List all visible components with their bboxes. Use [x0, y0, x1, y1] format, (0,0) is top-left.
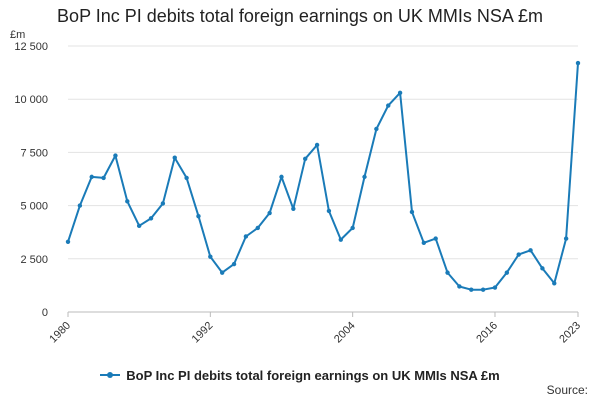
data-point[interactable]	[528, 248, 533, 253]
y-tick-label: 2 500	[20, 254, 48, 266]
axes: 0 2 500 5 000 7 500 10 000 12 500 1980 1992 2004…	[14, 41, 583, 345]
data-point[interactable]	[374, 126, 379, 132]
data-point[interactable]	[267, 210, 272, 216]
data-point[interactable]	[279, 174, 284, 180]
data-point[interactable]	[326, 208, 332, 214]
data-point[interactable]	[172, 155, 177, 160]
data-point[interactable]	[184, 175, 189, 181]
data-point[interactable]	[504, 270, 510, 275]
legend: BoP Inc PI debits total foreign earnings…	[0, 364, 600, 383]
legend-swatch-icon	[100, 372, 121, 378]
y-tick-label: 5 000	[20, 201, 48, 213]
series-layer	[65, 60, 581, 292]
data-point[interactable]	[563, 236, 569, 241]
y-unit-label: £m	[10, 29, 25, 41]
legend-item[interactable]: BoP Inc PI debits total foreign earnings…	[100, 367, 500, 383]
data-point[interactable]	[231, 261, 237, 267]
data-point[interactable]	[386, 103, 391, 108]
data-point[interactable]	[101, 175, 106, 181]
y-tick-label: 7 500	[20, 147, 48, 159]
x-tick-label: 1992	[190, 320, 216, 346]
data-point[interactable]	[433, 236, 438, 241]
data-point[interactable]	[89, 174, 94, 180]
legend-label: BoP Inc PI debits total foreign earnings…	[126, 367, 500, 383]
data-point[interactable]	[409, 209, 415, 215]
data-point[interactable]	[350, 225, 355, 231]
data-point[interactable]	[255, 225, 260, 231]
data-point[interactable]	[469, 287, 474, 292]
data-point[interactable]	[314, 142, 320, 148]
source-label: Source:	[546, 383, 588, 397]
data-point[interactable]	[243, 234, 249, 239]
data-point[interactable]	[397, 90, 403, 96]
data-point[interactable]	[148, 216, 154, 221]
data-point[interactable]	[208, 254, 213, 259]
data-point[interactable]	[552, 281, 557, 286]
data-point[interactable]	[445, 270, 450, 275]
data-point[interactable]	[338, 237, 343, 242]
x-tick-label: 2016	[474, 320, 500, 346]
x-tick-label: 2023	[557, 320, 583, 346]
data-point[interactable]	[516, 252, 521, 257]
data-point[interactable]	[113, 153, 118, 158]
data-point[interactable]	[65, 239, 71, 244]
data-point[interactable]	[196, 214, 201, 219]
chart-title: BoP Inc PI debits total foreign earnings…	[57, 6, 543, 26]
data-point[interactable]	[480, 287, 486, 292]
data-point[interactable]	[492, 285, 498, 290]
data-point[interactable]	[421, 240, 427, 246]
x-tick-label: 2004	[332, 320, 358, 346]
data-point[interactable]	[160, 201, 166, 206]
grid-lines	[68, 45, 578, 260]
data-point[interactable]	[303, 156, 308, 161]
data-point[interactable]	[575, 60, 581, 66]
data-point[interactable]	[77, 203, 83, 208]
data-point[interactable]	[125, 199, 130, 204]
x-tick-label: 1980	[47, 320, 73, 346]
y-tick-label: 10 000	[14, 94, 48, 106]
y-tick-label: 0	[42, 307, 48, 319]
data-point[interactable]	[219, 270, 225, 275]
data-point[interactable]	[291, 206, 296, 211]
series-line	[67, 62, 579, 291]
data-point[interactable]	[457, 284, 462, 289]
data-point[interactable]	[362, 174, 367, 180]
data-point[interactable]	[136, 223, 142, 229]
data-point[interactable]	[540, 266, 545, 271]
y-tick-label: 12 500	[14, 41, 48, 53]
